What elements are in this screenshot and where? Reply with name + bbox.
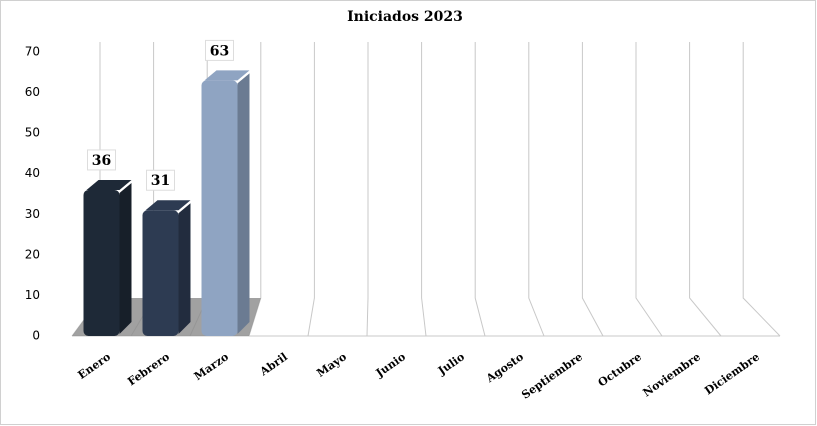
bar [201, 70, 250, 337]
value-label: 36 [92, 153, 111, 169]
bar-front [83, 189, 120, 336]
value-label: 63 [210, 43, 229, 59]
bar [142, 200, 191, 336]
bar-side [237, 73, 250, 335]
y-tick-label: 40 [25, 166, 40, 180]
wall-line [528, 42, 545, 337]
bar-top [86, 179, 132, 190]
y-tick-label: 30 [25, 207, 40, 221]
wall-line [635, 42, 663, 337]
y-tick-label: 50 [25, 126, 40, 140]
value-label-box [205, 39, 234, 61]
y-tick-label: 60 [25, 85, 40, 99]
bar-side [178, 203, 191, 334]
value-label-box [87, 149, 116, 171]
bar [83, 179, 132, 336]
y-tick-label: 20 [25, 247, 40, 261]
wall-line [689, 42, 722, 337]
wall-line [474, 42, 486, 337]
chart-title: Iniciados 2023 [347, 9, 463, 25]
bar-top [204, 70, 250, 81]
value-label-box [146, 169, 175, 191]
wall-line [307, 42, 315, 337]
y-tick-label: 0 [32, 329, 40, 343]
bar-top [145, 200, 191, 211]
y-tick-label: 10 [25, 288, 40, 302]
bar-side [119, 182, 132, 334]
wall-line [421, 42, 427, 337]
bar-front [201, 80, 238, 337]
value-label: 31 [151, 173, 170, 189]
bar-front [142, 210, 179, 336]
wall-line [366, 42, 369, 337]
y-tick-label: 70 [25, 45, 40, 59]
wall-line [581, 42, 604, 337]
wall-line [742, 42, 781, 337]
